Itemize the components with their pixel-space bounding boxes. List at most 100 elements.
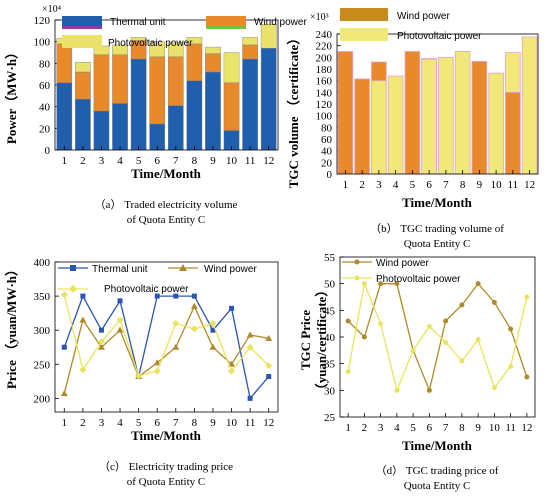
b-xtick-label-1: 1 bbox=[343, 179, 349, 191]
b-legend: Wind power Photovoltaic power bbox=[340, 8, 482, 42]
a-bar-photovoltaic-power-8 bbox=[186, 37, 203, 45]
d-ylabel: TGC Price bbox=[298, 310, 313, 371]
a-xtick-label-1: 1 bbox=[62, 155, 68, 167]
b-yticks-label-4: 80 bbox=[321, 122, 333, 134]
a-bar-thermal-unit-11 bbox=[242, 58, 258, 151]
c-point-wind-power-9 bbox=[209, 343, 217, 350]
c-xtick-label-8: 8 bbox=[192, 417, 198, 429]
c-xticks: 1 2 3 4 5 6 7 8 9 10 11 12 bbox=[62, 408, 274, 429]
c-frame bbox=[54, 261, 279, 413]
c-xtick-label-12: 12 bbox=[263, 417, 274, 429]
a-bar-thermal-unit-3 bbox=[93, 110, 110, 151]
a-bar-wind-power-2 bbox=[75, 71, 91, 100]
d-point-wind-power-6 bbox=[426, 387, 432, 393]
b-xtick-label-11: 11 bbox=[508, 179, 519, 191]
a-yticks-label-1: 20 bbox=[39, 123, 51, 135]
a-xtick-label-5: 5 bbox=[136, 155, 142, 167]
d-point-photovoltaic-power-3 bbox=[378, 321, 384, 327]
b-exponent: ×10³ bbox=[310, 12, 329, 23]
a-bar-photovoltaic-power-7 bbox=[167, 42, 184, 58]
d-yticks-label-4: 45 bbox=[324, 305, 336, 317]
b-xtick-label-9: 9 bbox=[477, 179, 483, 191]
c-lines bbox=[60, 291, 273, 401]
d-legend-wind: Wind power bbox=[376, 258, 429, 269]
d-xtick-label-10: 10 bbox=[489, 422, 501, 434]
a-bar-thermal-unit-5 bbox=[130, 58, 147, 151]
b-frame bbox=[336, 33, 539, 175]
d-line-wind-power bbox=[347, 282, 528, 393]
c-point-thermal-unit-4 bbox=[117, 298, 123, 304]
c-point-photovoltaic-power-11 bbox=[246, 343, 254, 351]
a-bar-wind-power-7 bbox=[167, 56, 184, 106]
a-bar-photovoltaic-power-4 bbox=[112, 44, 128, 55]
b-yticks-label-8: 160 bbox=[316, 76, 333, 88]
c-point-wind-power-11 bbox=[246, 331, 254, 338]
c-point-photovoltaic-power-3 bbox=[97, 338, 105, 346]
b-bar-photovoltaic-power-3 bbox=[371, 80, 387, 175]
a-xtick-label-11: 11 bbox=[245, 155, 256, 167]
a-xtick-label-8: 8 bbox=[192, 155, 198, 167]
c-point-thermal-unit-6 bbox=[154, 293, 160, 299]
d-caption-line2: Quota Entity C bbox=[404, 480, 471, 492]
panel-b: ×10³ TGC volume （certificate） 0204060801… bbox=[286, 8, 539, 250]
b-caption-line2: Quota Entity C bbox=[404, 238, 471, 250]
a-bar-thermal-unit-2 bbox=[75, 98, 91, 151]
c-point-photovoltaic-power-9 bbox=[209, 319, 217, 327]
d-yticks: 25 30 35 40 45 50 55 bbox=[324, 252, 344, 424]
c-point-photovoltaic-power-8 bbox=[190, 325, 198, 333]
d-point-photovoltaic-power-1 bbox=[345, 369, 351, 375]
d-xtick-label-5: 5 bbox=[410, 422, 416, 434]
a-bar-wind-power-8 bbox=[186, 43, 203, 81]
b-yticks-label-7: 140 bbox=[316, 87, 333, 99]
c-point-thermal-unit-8 bbox=[191, 293, 197, 299]
b-yticks-label-6: 120 bbox=[316, 99, 333, 111]
d-xtick-label-1: 1 bbox=[345, 422, 351, 434]
b-bar-photovoltaic-power-4 bbox=[387, 75, 404, 175]
b-bar-wind-power-11 bbox=[505, 91, 521, 175]
a-legend-swatch-thermal-edge bbox=[62, 26, 102, 29]
a-bar-photovoltaic-power-9 bbox=[205, 46, 221, 54]
c-legend: Thermal unit Wind power Photovoltaic pow… bbox=[58, 264, 257, 295]
d-point-wind-power-2 bbox=[361, 334, 367, 340]
c-point-thermal-unit-11 bbox=[247, 395, 253, 401]
b-yticks-label-0: 0 bbox=[327, 169, 333, 181]
a-xtick-label-12: 12 bbox=[263, 155, 274, 167]
b-bars bbox=[337, 36, 538, 175]
c-xtick-label-11: 11 bbox=[245, 417, 256, 429]
a-ylabel: Power（MW·h） bbox=[4, 46, 19, 144]
a-yticks-label-5: 100 bbox=[34, 37, 51, 49]
c-point-photovoltaic-power-6 bbox=[153, 367, 161, 375]
c-point-wind-power-7 bbox=[172, 343, 180, 350]
a-xtick-label-3: 3 bbox=[99, 155, 105, 167]
d-point-wind-power-8 bbox=[459, 302, 465, 308]
d-point-photovoltaic-power-12 bbox=[524, 294, 530, 300]
c-legend-wind: Wind power bbox=[204, 264, 257, 275]
c-legend-marker-wind bbox=[179, 264, 187, 271]
b-legend-pv: Photovoltaic power bbox=[397, 31, 482, 42]
b-bar-photovoltaic-power-10 bbox=[488, 72, 504, 175]
d-caption-line1: （d） TGC trading price of bbox=[376, 464, 499, 477]
a-legend: Thermal unit Wind power Photovoltaic pow… bbox=[62, 16, 307, 49]
c-point-wind-power-3 bbox=[97, 343, 105, 350]
a-yticks-label-2: 40 bbox=[39, 102, 51, 114]
c-point-photovoltaic-power-10 bbox=[228, 367, 236, 375]
d-yticks-label-2: 35 bbox=[324, 359, 336, 371]
c-caption-line1: （c） Electricity trading price bbox=[99, 460, 233, 473]
b-xtick-label-3: 3 bbox=[376, 179, 382, 191]
d-xtick-label-8: 8 bbox=[459, 422, 465, 434]
d-xtick-label-12: 12 bbox=[521, 422, 532, 434]
a-bar-wind-power-3 bbox=[93, 54, 110, 112]
a-xtick-label-6: 6 bbox=[154, 155, 160, 167]
c-xtick-label-9: 9 bbox=[210, 417, 216, 429]
b-yticks-label-11: 220 bbox=[316, 41, 333, 53]
d-point-photovoltaic-power-4 bbox=[394, 387, 400, 393]
d-point-wind-power-7 bbox=[443, 318, 449, 324]
a-legend-thermal: Thermal unit bbox=[110, 17, 166, 28]
c-yticks: 200 250 300 350 400 bbox=[34, 257, 59, 405]
d-point-wind-power-1 bbox=[345, 318, 351, 324]
d-yticks-label-1: 30 bbox=[324, 385, 336, 397]
b-xtick-label-2: 2 bbox=[359, 179, 365, 191]
